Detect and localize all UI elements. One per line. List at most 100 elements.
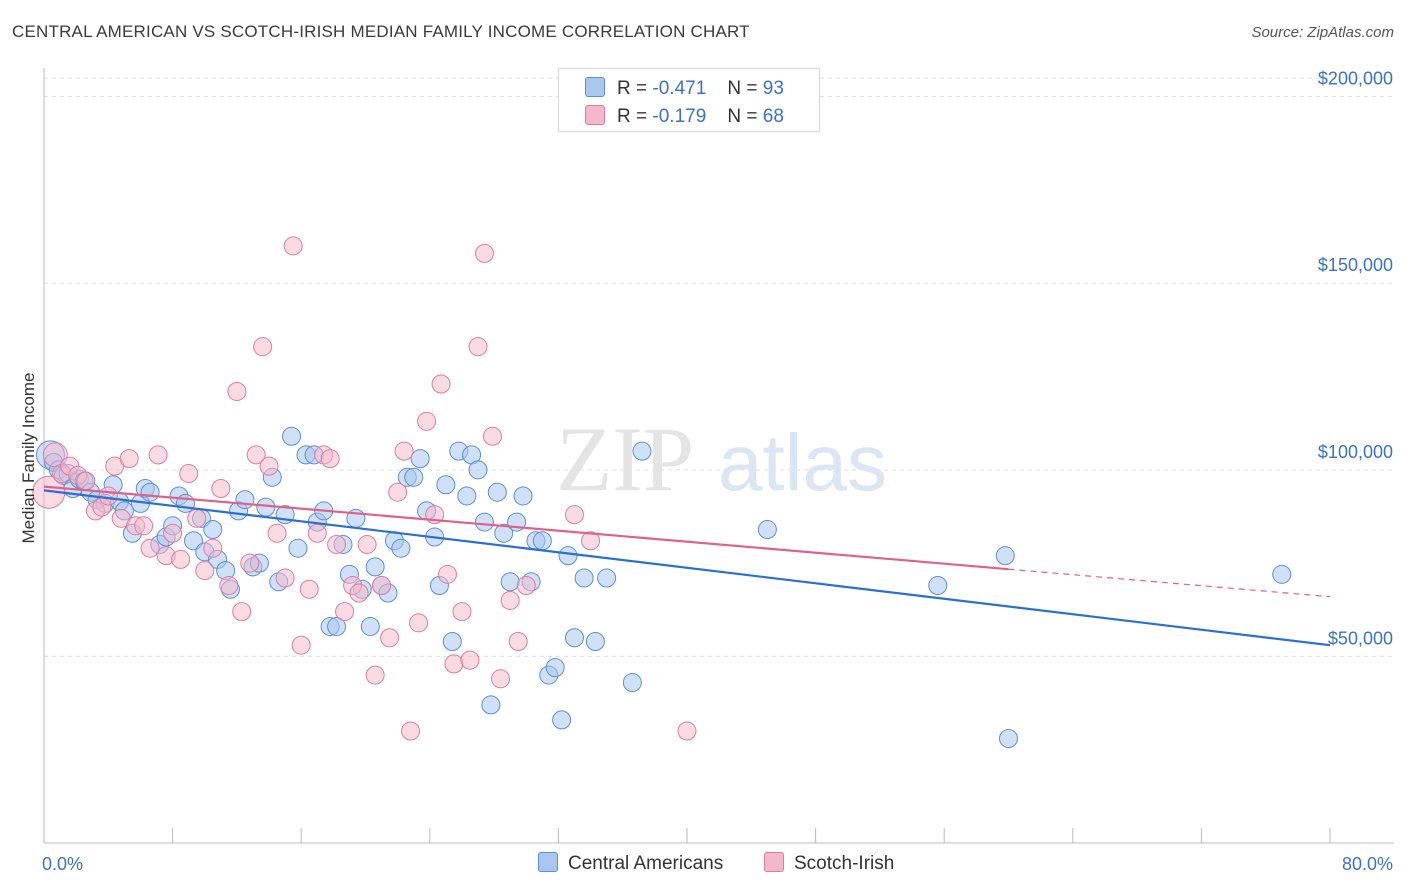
- legend-r-label: R =: [617, 106, 648, 127]
- legend-n-label: N =: [727, 106, 758, 127]
- data-point-central-americans: [183, 531, 203, 551]
- data-point-central-americans: [585, 631, 605, 651]
- data-point-scotch-irish: [516, 576, 536, 596]
- data-point-scotch-irish: [401, 721, 421, 741]
- data-point-scotch-irish: [460, 650, 480, 670]
- data-point-central-americans: [365, 557, 385, 577]
- data-point-scotch-irish: [508, 631, 528, 651]
- data-point-scotch-irish: [320, 449, 340, 469]
- data-point-central-americans: [513, 486, 533, 506]
- data-point-central-americans: [140, 482, 160, 502]
- data-point-central-americans: [995, 546, 1015, 566]
- tick-labels: $50,000 $100,000 $150,000 $200,000 0.0% 80.0%: [42, 69, 1393, 874]
- legend-swatch-blue: [585, 77, 605, 97]
- data-point-scotch-irish: [283, 236, 303, 256]
- data-point-scotch-irish: [240, 553, 260, 573]
- y-tick-label: $50,000: [1328, 628, 1393, 648]
- data-point-scotch-irish: [98, 486, 118, 506]
- data-point-central-americans: [928, 576, 948, 596]
- data-point-scotch-irish: [291, 635, 311, 655]
- data-point-central-americans: [481, 695, 501, 715]
- data-point-central-americans: [474, 512, 494, 532]
- data-point-scotch-irish: [187, 508, 207, 528]
- data-point-scotch-irish: [357, 534, 377, 554]
- trend-line-scotch-irish-extension: [1008, 568, 1331, 598]
- y-tick-label: $150,000: [1318, 255, 1393, 275]
- data-point-central-americans: [500, 572, 520, 592]
- data-point-central-americans: [1272, 564, 1292, 584]
- data-point-scotch-irish: [246, 445, 266, 465]
- data-point-central-americans: [436, 475, 456, 495]
- data-point-scotch-irish: [119, 449, 139, 469]
- data-point-central-americans: [203, 520, 223, 540]
- trend-lines: [43, 485, 1331, 647]
- data-point-central-americans: [999, 729, 1018, 749]
- data-point-central-americans: [288, 538, 308, 558]
- legend-n-label: N =: [727, 78, 758, 99]
- legend-row-central-americans: R = -0.471 N = 93: [585, 77, 784, 100]
- data-point-central-americans: [622, 673, 642, 693]
- legend-row-scotch-irish: R = -0.179 N = 68: [585, 105, 784, 128]
- watermark: ZIP atlas: [556, 408, 887, 510]
- data-point-scotch-irish: [259, 456, 279, 476]
- legend-r-value: -0.471: [652, 78, 707, 99]
- data-point-scotch-irish: [437, 564, 457, 584]
- data-point-scotch-irish: [409, 613, 429, 633]
- data-point-scotch-irish: [349, 583, 369, 603]
- data-point-scotch-irish: [388, 482, 408, 502]
- data-point-scotch-irish: [444, 654, 464, 674]
- legend-r-label: R =: [617, 78, 648, 99]
- chart-source: Source: ZipAtlas.com: [1251, 24, 1394, 41]
- data-point-scotch-irish: [380, 628, 400, 648]
- y-tick-label: $100,000: [1318, 442, 1393, 462]
- data-point-scotch-irish: [148, 445, 168, 465]
- data-point-scotch-irish: [394, 441, 414, 461]
- data-point-central-americans: [327, 617, 347, 637]
- data-point-scotch-irish: [417, 411, 437, 431]
- data-point-central-americans: [597, 568, 617, 588]
- data-point-scotch-irish: [227, 381, 247, 401]
- data-point-scotch-irish: [431, 374, 451, 394]
- data-point-central-americans: [468, 460, 488, 480]
- bottom-legend-central-americans: Central Americans: [538, 852, 723, 875]
- watermark-zip: ZIP: [556, 408, 694, 510]
- data-point-scotch-irish: [327, 534, 347, 554]
- data-point-scotch-irish: [232, 602, 252, 622]
- data-point-scotch-irish: [163, 523, 183, 543]
- data-point-central-americans: [410, 449, 430, 469]
- legend-n-value: 68: [762, 106, 784, 127]
- y-tick-label: $200,000: [1318, 69, 1393, 89]
- data-point-central-americans: [404, 467, 424, 487]
- trend-line-scotch-irish: [43, 485, 1009, 571]
- data-point-central-americans: [457, 486, 477, 506]
- data-point-scotch-irish: [474, 243, 494, 263]
- data-point-scotch-irish: [179, 464, 199, 484]
- correlation-legend: R = -0.471 N = 93 R = -0.179 N = 68: [558, 68, 820, 132]
- data-point-central-americans: [391, 538, 411, 558]
- series-scotch-irish: [32, 236, 697, 741]
- x-tick-label-max: 80.0%: [1342, 854, 1393, 874]
- data-point-scotch-irish: [299, 579, 319, 599]
- data-point-central-americans: [235, 490, 255, 510]
- chart-title: CENTRAL AMERICAN VS SCOTCH-IRISH MEDIAN …: [12, 22, 750, 41]
- data-point-central-americans: [574, 568, 594, 588]
- data-point-scotch-irish: [275, 568, 295, 588]
- data-point-scotch-irish: [491, 669, 511, 689]
- data-point-central-americans: [487, 482, 507, 502]
- legend-r-value: -0.179: [652, 106, 707, 127]
- watermark-atlas: atlas: [718, 418, 887, 507]
- x-tick-label-min: 0.0%: [42, 854, 83, 874]
- data-point-scotch-irish: [211, 478, 231, 498]
- data-point-central-americans: [564, 628, 584, 648]
- data-point-scotch-irish: [468, 337, 488, 357]
- data-point-scotch-irish: [76, 471, 96, 491]
- data-point-scotch-irish: [365, 665, 385, 685]
- data-point-scotch-irish: [140, 538, 160, 558]
- data-point-scotch-irish: [171, 549, 191, 569]
- data-point-scotch-irish: [564, 505, 584, 525]
- bottom-legend-swatch-pink: [764, 852, 784, 872]
- data-point-scotch-irish: [203, 538, 223, 558]
- data-point-scotch-irish: [307, 523, 327, 543]
- legend-swatch-pink: [585, 105, 605, 125]
